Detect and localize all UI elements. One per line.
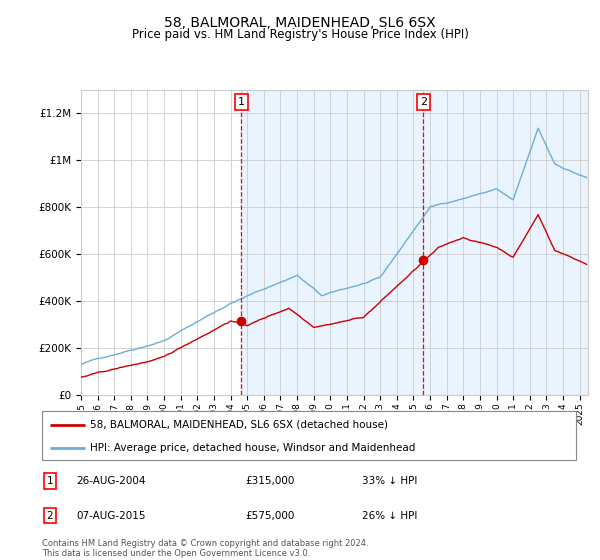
Text: 2: 2 [47,511,53,520]
FancyBboxPatch shape [42,411,576,460]
Text: 07-AUG-2015: 07-AUG-2015 [77,511,146,520]
Text: £315,000: £315,000 [245,476,294,486]
Text: 2: 2 [420,97,427,107]
Text: 58, BALMORAL, MAIDENHEAD, SL6 6SX (detached house): 58, BALMORAL, MAIDENHEAD, SL6 6SX (detac… [90,420,388,430]
Text: 26% ↓ HPI: 26% ↓ HPI [362,511,418,520]
Text: HPI: Average price, detached house, Windsor and Maidenhead: HPI: Average price, detached house, Wind… [90,443,415,453]
Text: 33% ↓ HPI: 33% ↓ HPI [362,476,418,486]
Bar [424,90,588,395]
Text: Contains HM Land Registry data © Crown copyright and database right 2024.
This d: Contains HM Land Registry data © Crown c… [42,539,368,558]
Text: £575,000: £575,000 [245,511,294,520]
Text: 58, BALMORAL, MAIDENHEAD, SL6 6SX: 58, BALMORAL, MAIDENHEAD, SL6 6SX [164,16,436,30]
Text: Price paid vs. HM Land Registry's House Price Index (HPI): Price paid vs. HM Land Registry's House … [131,28,469,41]
Text: 26-AUG-2004: 26-AUG-2004 [77,476,146,486]
Text: 1: 1 [238,97,245,107]
Text: 1: 1 [47,476,53,486]
Bar [241,90,424,395]
